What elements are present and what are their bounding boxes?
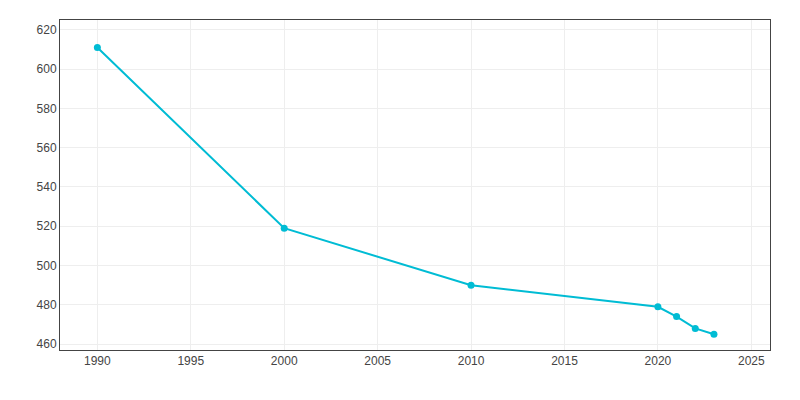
svg-text:2005: 2005 (364, 354, 391, 368)
svg-text:2025: 2025 (738, 354, 765, 368)
svg-text:460: 460 (37, 337, 57, 351)
svg-text:580: 580 (37, 102, 57, 116)
svg-text:560: 560 (37, 141, 57, 155)
svg-text:540: 540 (37, 180, 57, 194)
svg-text:1995: 1995 (177, 354, 204, 368)
svg-text:600: 600 (37, 62, 57, 76)
svg-text:1990: 1990 (84, 354, 111, 368)
svg-text:2000: 2000 (271, 354, 298, 368)
svg-text:500: 500 (37, 259, 57, 273)
svg-text:2015: 2015 (551, 354, 578, 368)
svg-text:520: 520 (37, 219, 57, 233)
svg-text:2010: 2010 (458, 354, 485, 368)
svg-text:480: 480 (37, 298, 57, 312)
svg-text:2020: 2020 (645, 354, 672, 368)
svg-text:620: 620 (37, 23, 57, 37)
